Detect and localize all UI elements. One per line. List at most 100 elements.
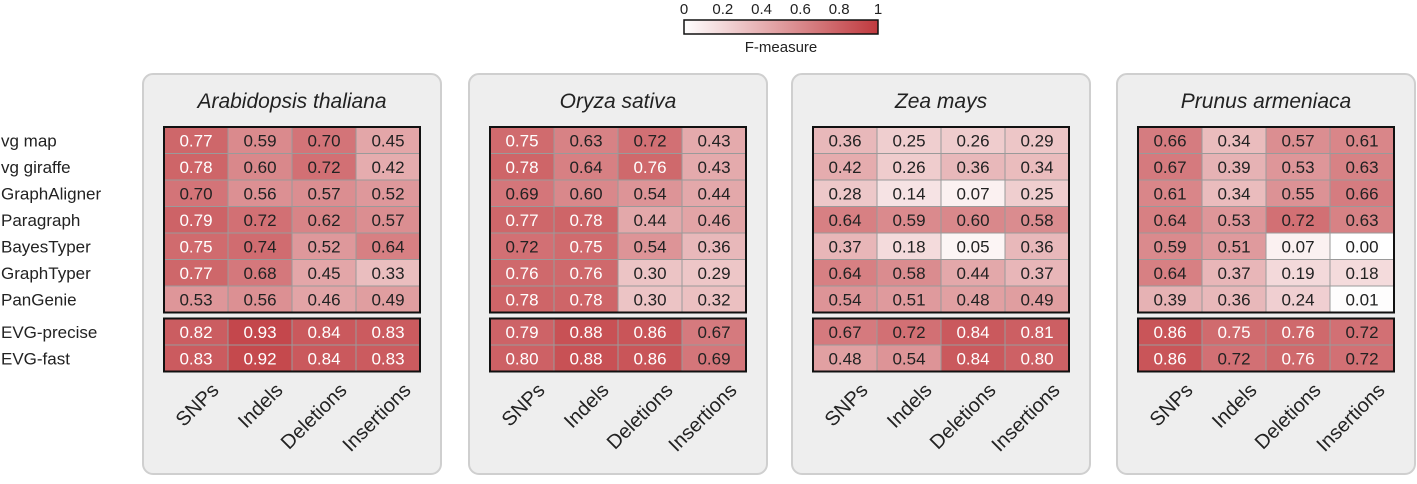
cell-value-label: 0.60 — [569, 184, 602, 203]
cell-value-label: 0.34 — [1217, 184, 1250, 203]
heatmap-cell — [681, 285, 747, 313]
cell-value-label: 0.76 — [569, 264, 602, 283]
cell-value-label: 0.52 — [371, 184, 404, 203]
cell-value-label: 0.45 — [307, 264, 340, 283]
cell-value-label: 0.37 — [1217, 264, 1250, 283]
heatmap-cell — [812, 232, 878, 260]
cell-value-label: 0.30 — [633, 264, 666, 283]
heatmap-cell — [812, 153, 878, 181]
heatmap-cell — [1137, 259, 1203, 287]
panel: Prunus armeniaca 0.66 0.34 0.57 0.61 0.67 0.39… — [1116, 73, 1416, 475]
cell-value-label: 0.72 — [1345, 349, 1378, 368]
cell-value-label: 0.75 — [505, 131, 538, 150]
cell-value-label: 0.37 — [1020, 264, 1053, 283]
heatmap-cell — [940, 126, 1006, 154]
heatmap-cell — [940, 344, 1006, 372]
cell-value-label: 0.57 — [371, 211, 404, 230]
cell-value-label: 0.75 — [569, 237, 602, 256]
colorbar-tick-label: 0.2 — [712, 1, 733, 18]
group-border — [1137, 317, 1395, 373]
heatmap-cell — [227, 179, 293, 207]
cell-value-label: 0.48 — [828, 349, 861, 368]
cell-value-label: 0.05 — [956, 237, 989, 256]
cell-value-label: 0.18 — [892, 237, 925, 256]
heatmap-cell — [1201, 344, 1267, 372]
cell-value-label: 0.60 — [956, 211, 989, 230]
cell-value-label: 0.63 — [1345, 211, 1378, 230]
cell-value-label: 0.70 — [307, 131, 340, 150]
cell-value-label: 0.83 — [371, 323, 404, 342]
heatmap-cell — [940, 206, 1006, 234]
cell-value-label: 0.77 — [505, 211, 538, 230]
cell-value-label: 0.76 — [633, 158, 666, 177]
cell-value-label: 0.72 — [243, 211, 276, 230]
cell-value-label: 0.75 — [179, 237, 212, 256]
heatmap-cell — [227, 232, 293, 260]
cell-value-label: 0.58 — [892, 264, 925, 283]
cell-value-label: 0.57 — [307, 184, 340, 203]
heatmap-cell — [163, 285, 229, 313]
colorbar-label: F-measure — [745, 39, 818, 56]
panel-title: Oryza sativa — [560, 90, 677, 113]
heatmap-cell — [227, 259, 293, 287]
cell-value-label: 0.42 — [371, 158, 404, 177]
heatmap-cell — [1004, 206, 1070, 234]
cell-value-label: 0.46 — [697, 211, 730, 230]
cell-value-label: 0.80 — [1020, 349, 1053, 368]
row-label: EVG-precise — [1, 323, 97, 342]
cell-value-label: 0.72 — [892, 323, 925, 342]
cell-value-label: 0.84 — [307, 349, 340, 368]
cell-value-label: 0.25 — [892, 131, 925, 150]
cell-value-label: 0.93 — [243, 323, 276, 342]
heatmap-cell — [553, 344, 619, 372]
group-border — [1137, 126, 1395, 314]
cell-value-label: 0.76 — [505, 264, 538, 283]
cell-value-label: 0.32 — [697, 290, 730, 309]
row-label: Paragraph — [1, 211, 80, 230]
heatmap-cell — [1137, 206, 1203, 234]
cell-value-label: 0.36 — [1020, 237, 1053, 256]
cell-value-label: 0.36 — [1217, 290, 1250, 309]
cell-value-label: 0.63 — [569, 131, 602, 150]
cell-value-label: 0.86 — [633, 349, 666, 368]
row-label: GraphAligner — [1, 184, 102, 203]
heatmap-cell — [355, 153, 421, 181]
heatmap-cell — [940, 179, 1006, 207]
heatmap-cell — [163, 126, 229, 154]
heatmap-cell — [163, 232, 229, 260]
panel-title: Arabidopsis thaliana — [195, 90, 386, 113]
cell-value-label: 0.64 — [1153, 264, 1186, 283]
heatmap-cell — [1004, 179, 1070, 207]
cell-value-label: 0.66 — [1345, 184, 1378, 203]
cell-value-label: 0.51 — [892, 290, 925, 309]
heatmap-cell — [681, 232, 747, 260]
cell-value-label: 0.29 — [1020, 131, 1053, 150]
heatmap-cell — [1201, 259, 1267, 287]
heatmap-cell — [163, 259, 229, 287]
heatmap-cell — [1329, 259, 1395, 287]
heatmap-cell — [355, 259, 421, 287]
panel: Zea mays 0.36 0.25 0.26 0.29 0.42 0.26 0.36 0.34… — [791, 73, 1091, 475]
colorbar-tick-label: 0.4 — [751, 1, 772, 18]
cell-value-label: 0.70 — [179, 184, 212, 203]
cell-value-label: 0.58 — [1020, 211, 1053, 230]
cell-value-label: 0.77 — [179, 131, 212, 150]
heatmap-cell — [291, 126, 357, 154]
cell-value-label: 0.61 — [1345, 131, 1378, 150]
cell-value-label: 0.57 — [1281, 131, 1314, 150]
heatmap-cell — [553, 318, 619, 346]
cell-value-label: 0.83 — [371, 349, 404, 368]
cell-value-label: 0.86 — [633, 323, 666, 342]
cell-value-label: 0.59 — [243, 131, 276, 150]
panel-title: Prunus armeniaca — [1181, 90, 1351, 113]
panel: Oryza sativa 0.75 0.63 0.72 0.43 0.78 0.64 0.76… — [468, 73, 768, 475]
colorbar-tick-label: 0.8 — [829, 1, 850, 18]
cell-value-label: 0.36 — [828, 131, 861, 150]
cell-value-label: 0.84 — [956, 349, 989, 368]
cell-value-label: 0.55 — [1281, 184, 1314, 203]
cell-value-label: 0.78 — [569, 211, 602, 230]
cell-value-label: 0.86 — [1153, 349, 1186, 368]
cell-value-label: 0.67 — [697, 323, 730, 342]
